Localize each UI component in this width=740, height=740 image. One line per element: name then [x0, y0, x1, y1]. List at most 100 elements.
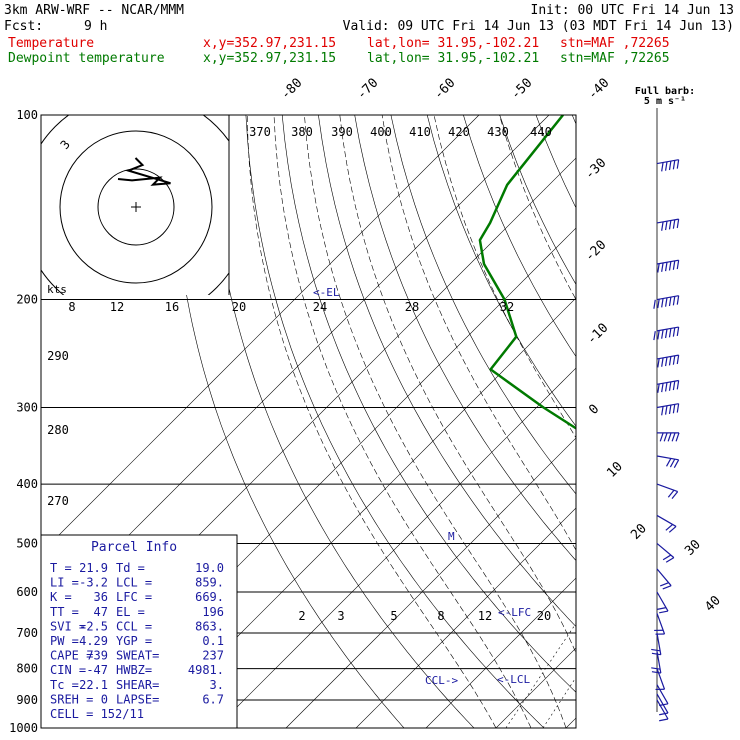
thermo-background-lines [41, 87, 740, 740]
wind-barb [656, 568, 672, 590]
wind-barb-flag [668, 525, 677, 533]
moist-adiabat [433, 115, 576, 439]
pressure-label-400: 400 [16, 477, 38, 491]
wind-barb-staff [656, 613, 666, 635]
dry-adiabat [318, 115, 576, 628]
ccl-marker: CCL-> [425, 674, 458, 687]
wind-barb-staff [656, 483, 678, 493]
moist-adiabat [304, 115, 567, 728]
wind-barb-staff [656, 699, 669, 720]
parcel-info-cell: CIN = [50, 663, 86, 677]
wind-barb-flag [676, 159, 680, 169]
pressure-label-300: 300 [16, 400, 38, 414]
parcel-info-cell: 36 [94, 590, 108, 604]
moist-adiabat [697, 115, 740, 728]
hodograph-rings [41, 115, 229, 295]
parcel-info-cell: 669. [195, 590, 224, 604]
wind-barb-staff [656, 632, 662, 655]
isotherm-label-right: -10 [584, 321, 611, 348]
parcel-info-cell: SVI = [50, 619, 86, 633]
hodograph-units: kts [47, 283, 67, 296]
parcel-m-marker: M [448, 530, 455, 543]
wind-barb-flag [668, 404, 672, 415]
mixing-ratio-line [640, 601, 718, 728]
isotherm-label-right: 0 [586, 402, 602, 418]
dry-adiabat [245, 115, 545, 728]
isotherm-label-top: -80 [278, 76, 305, 103]
wind-barb-flag [657, 263, 660, 273]
dry-adiabat [281, 115, 576, 693]
mixing-ratio-label: 2 [298, 609, 305, 623]
isotherm-label-top: -60 [431, 76, 458, 103]
parcel-info-cell: CAPE = [50, 649, 93, 663]
model-title: 3km ARW-WRF -- NCAR/MMM [4, 3, 184, 18]
parcel-info-cell: SHEAR= [116, 678, 159, 692]
dry-adiabat [426, 115, 576, 427]
temperature-latlon: lat,lon= 31.95,-102.21 [367, 36, 539, 51]
dry-adiabat [632, 87, 740, 740]
wind-barb-flag [653, 331, 656, 341]
dry-adiabat [597, 87, 740, 740]
mixing-ratio-line [542, 676, 576, 728]
parcel-info-cell: 237 [202, 649, 224, 663]
wind-barb-flag [676, 355, 680, 365]
isotherm-line [41, 115, 480, 554]
wind-barb-staff [656, 455, 679, 461]
wind-barb-flag [665, 458, 672, 467]
moist-adiabat [499, 115, 576, 301]
theta-label-left: 290 [47, 349, 69, 363]
parcel-info-cell: 4981. [188, 663, 224, 677]
parcel-info-panel: Parcel Info T = 21.9 Td = 19.0 LI = -3.2 LCL =… [40, 534, 238, 729]
parcel-info-cell: 0 [101, 692, 108, 706]
pressure-label-100: 100 [16, 108, 38, 122]
wind-barb-staff [656, 218, 679, 224]
isotherm-label-top: -50 [508, 76, 535, 103]
wind-barb-flag [675, 432, 680, 442]
el-marker: <-EL [313, 286, 340, 299]
wind-barb-staff [656, 568, 672, 587]
wind-barb-flag [668, 161, 672, 171]
temperature-legend-label: Temperature [8, 36, 94, 51]
wind-barb-flag [663, 432, 668, 442]
sounding-profiles [478, 115, 576, 430]
wind-barb-staff [656, 668, 666, 690]
isotherm-label-right: -20 [582, 238, 609, 265]
pressure-label-500: 500 [16, 536, 38, 550]
wind-barb-flag [651, 671, 661, 674]
wind-barb-staff [656, 354, 679, 360]
isotherm-label-right: -30 [582, 156, 609, 183]
wind-barb-flag [661, 406, 664, 416]
wind-barb-flag [671, 491, 679, 499]
isotherm-label-right: 30 [682, 537, 704, 559]
isotherm-line [285, 437, 576, 728]
dry-adiabat [667, 87, 740, 740]
wind-barb-flag [668, 381, 672, 391]
wind-barb-flag [667, 432, 672, 442]
dewpoint-xy: x,y=352.97,231.15 [203, 51, 336, 66]
wind-barb-flag [664, 382, 668, 392]
wind-barb-flag [661, 262, 664, 272]
parcel-info-cell: SREH = [50, 692, 93, 706]
parcel-info-cell: 196 [202, 605, 224, 619]
wind-barb-staff [656, 295, 679, 301]
parcel-info-cell: Tc = [50, 678, 79, 692]
hodograph-speed-label: 12 [110, 300, 124, 314]
parcel-info-cell: TT = [50, 605, 79, 619]
isotherm-label-top: -40 [585, 76, 612, 103]
parcel-info-cell: 863. [195, 619, 224, 633]
wind-barb-staff [656, 693, 669, 714]
wind-barb-flag [665, 523, 674, 531]
wind-barb-flag [673, 459, 680, 469]
parcel-info-cell: 21.9 [79, 561, 108, 575]
hodograph-background [41, 115, 229, 295]
parcel-info-title: Parcel Info [91, 540, 177, 555]
wind-barb-flag [669, 458, 676, 468]
wind-barb-flag [662, 585, 672, 590]
wind-barb [651, 632, 662, 656]
wind-barb-flag [672, 404, 676, 414]
wind-barb-flag [657, 358, 660, 368]
parcel-info-cell: PW = [50, 634, 79, 648]
isotherm-label-right: 20 [628, 521, 650, 543]
